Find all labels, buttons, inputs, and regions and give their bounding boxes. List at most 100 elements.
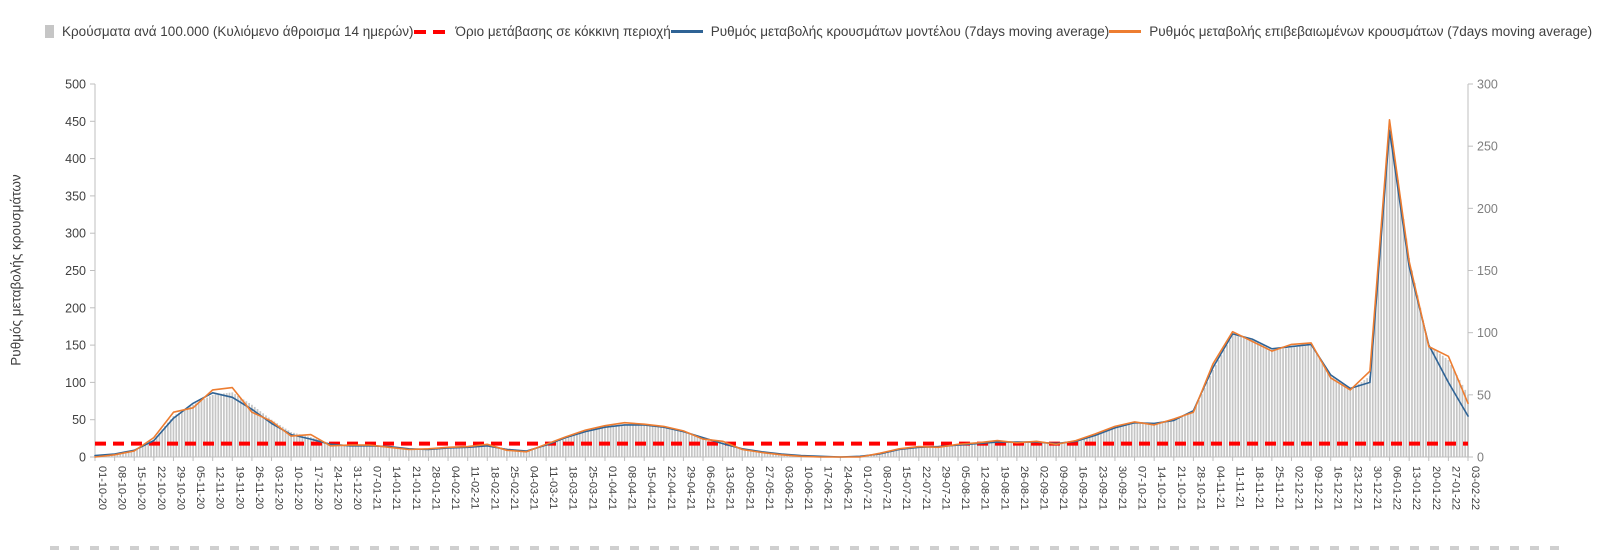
svg-text:11-11-21: 11-11-21 (1234, 466, 1246, 508)
svg-text:22-10-20: 22-10-20 (155, 466, 167, 510)
dashed-line-swatch-icon (413, 29, 448, 34)
svg-text:02-09-21: 02-09-21 (1037, 466, 1049, 510)
axes (90, 83, 1473, 461)
svg-text:24-06-21: 24-06-21 (841, 466, 853, 510)
svg-text:14-01-21: 14-01-21 (390, 466, 402, 510)
svg-text:50: 50 (72, 413, 86, 427)
svg-text:150: 150 (1477, 264, 1498, 278)
svg-text:07-10-21: 07-10-21 (1136, 466, 1148, 510)
svg-text:22-07-21: 22-07-21 (920, 466, 932, 510)
legend-item-model-rate: Ρυθμός μεταβολής κρουσμάτων μοντέλου (7d… (670, 24, 1110, 39)
svg-text:06-05-21: 06-05-21 (704, 466, 716, 510)
x-axis-labels: 01-10-20 08-10-20 15-10-20 22-10-20 29-10-20… (96, 466, 1481, 510)
svg-text:12-08-21: 12-08-21 (979, 466, 991, 510)
svg-text:05-11-20: 05-11-20 (194, 466, 206, 509)
svg-text:11-02-21: 11-02-21 (469, 466, 481, 509)
svg-text:12-11-20: 12-11-20 (214, 466, 226, 509)
svg-text:500: 500 (65, 78, 86, 92)
svg-text:07-01-21: 07-01-21 (371, 466, 383, 510)
svg-text:15-04-21: 15-04-21 (645, 466, 657, 510)
cropped-artifact-strip (50, 546, 1568, 550)
svg-text:200: 200 (65, 301, 86, 315)
svg-text:24-12-20: 24-12-20 (331, 466, 343, 510)
svg-text:100: 100 (1477, 326, 1498, 340)
svg-text:01-10-20: 01-10-20 (96, 466, 108, 510)
svg-text:150: 150 (65, 339, 86, 353)
svg-text:09-12-21: 09-12-21 (1312, 466, 1324, 510)
svg-text:03-12-20: 03-12-20 (273, 466, 285, 510)
svg-text:18-02-21: 18-02-21 (488, 466, 500, 510)
svg-text:450: 450 (65, 115, 86, 129)
svg-text:16-12-21: 16-12-21 (1332, 466, 1344, 510)
svg-text:25-03-21: 25-03-21 (586, 466, 598, 510)
svg-text:20-05-21: 20-05-21 (743, 466, 755, 510)
svg-text:11-03-21: 11-03-21 (547, 466, 559, 509)
svg-text:300: 300 (65, 227, 86, 241)
svg-text:100: 100 (65, 376, 86, 390)
svg-text:0: 0 (79, 451, 86, 465)
svg-text:250: 250 (65, 264, 86, 278)
svg-text:13-01-22: 13-01-22 (1410, 466, 1422, 510)
svg-text:08-10-20: 08-10-20 (116, 466, 128, 510)
svg-text:29-10-20: 29-10-20 (174, 466, 186, 510)
svg-text:0: 0 (1477, 451, 1484, 465)
svg-text:29-07-21: 29-07-21 (939, 466, 951, 510)
confirmed-line (94, 119, 1469, 458)
svg-text:25-02-21: 25-02-21 (508, 466, 520, 510)
model-line (94, 129, 1469, 458)
svg-text:19-08-21: 19-08-21 (998, 466, 1010, 510)
svg-text:29-04-21: 29-04-21 (684, 466, 696, 510)
legend-item-confirmed-rate: Ρυθμός μεταβολής επιβεβαιωμένων κρουσμάτ… (1109, 24, 1592, 39)
svg-text:05-08-21: 05-08-21 (959, 466, 971, 510)
bars-series (94, 121, 1469, 458)
y-axis-right-labels: 0 50 100 150 200 250 300 (1477, 78, 1498, 465)
svg-text:18-03-21: 18-03-21 (567, 466, 579, 510)
svg-text:21-01-21: 21-01-21 (410, 466, 422, 510)
legend-label: Κρούσματα ανά 100.000 (Κυλιόμενο άθροισμ… (62, 24, 414, 39)
svg-text:26-08-21: 26-08-21 (1018, 466, 1030, 510)
svg-text:09-09-21: 09-09-21 (1057, 466, 1069, 510)
svg-text:28-01-21: 28-01-21 (429, 466, 441, 510)
svg-text:10-06-21: 10-06-21 (802, 466, 814, 510)
y-axis-left-labels: 0 50 100 150 200 250 300 350 400 450 500 (65, 78, 86, 465)
svg-text:30-09-21: 30-09-21 (1116, 466, 1128, 510)
legend-label: Ρυθμός μεταβολής επιβεβαιωμένων κρουσμάτ… (1149, 24, 1593, 39)
svg-text:250: 250 (1477, 140, 1498, 154)
svg-text:13-05-21: 13-05-21 (724, 466, 736, 510)
legend-item-cases-per-100k: Κρούσματα ανά 100.000 (Κυλιόμενο άθροισμ… (45, 24, 414, 39)
blue-line-swatch-icon (670, 30, 703, 33)
svg-text:17-12-20: 17-12-20 (312, 466, 324, 510)
svg-text:27-05-21: 27-05-21 (763, 466, 775, 510)
svg-text:16-09-21: 16-09-21 (1077, 466, 1089, 510)
svg-text:08-07-21: 08-07-21 (881, 466, 893, 510)
svg-text:20-01-22: 20-01-22 (1430, 466, 1442, 510)
svg-text:30-12-21: 30-12-21 (1371, 466, 1383, 510)
svg-text:04-02-21: 04-02-21 (449, 466, 461, 510)
svg-text:21-10-21: 21-10-21 (1175, 466, 1187, 510)
svg-text:08-04-21: 08-04-21 (626, 466, 638, 510)
svg-text:25-11-21: 25-11-21 (1273, 466, 1285, 509)
svg-text:18-11-21: 18-11-21 (1253, 466, 1265, 509)
svg-text:04-03-21: 04-03-21 (528, 466, 540, 510)
svg-text:28-10-21: 28-10-21 (1194, 466, 1206, 510)
svg-text:06-01-22: 06-01-22 (1391, 466, 1403, 510)
svg-text:15-10-20: 15-10-20 (135, 466, 147, 510)
svg-text:03-06-21: 03-06-21 (783, 466, 795, 510)
chart-legend: Κρούσματα ανά 100.000 (Κυλιόμενο άθροισμ… (45, 24, 1592, 39)
svg-text:19-11-20: 19-11-20 (233, 466, 245, 509)
orange-line-swatch-icon (1109, 30, 1142, 33)
svg-text:400: 400 (65, 152, 86, 166)
svg-text:01-04-21: 01-04-21 (606, 466, 618, 510)
legend-label: Όριο μετάβασης σε κόκκινη περιοχή (455, 24, 671, 39)
bar-series-swatch-icon (45, 25, 54, 38)
svg-text:10-12-20: 10-12-20 (292, 466, 304, 510)
legend-item-red-threshold: Όριο μετάβασης σε κόκκινη περιοχή (413, 24, 671, 39)
svg-text:26-11-20: 26-11-20 (253, 466, 265, 509)
svg-text:17-06-21: 17-06-21 (822, 466, 834, 510)
svg-text:31-12-20: 31-12-20 (351, 466, 363, 510)
svg-text:15-07-21: 15-07-21 (900, 466, 912, 510)
legend-label: Ρυθμός μεταβολής κρουσμάτων μοντέλου (7d… (710, 24, 1110, 39)
svg-text:50: 50 (1477, 388, 1491, 402)
svg-text:23-12-21: 23-12-21 (1351, 466, 1363, 510)
